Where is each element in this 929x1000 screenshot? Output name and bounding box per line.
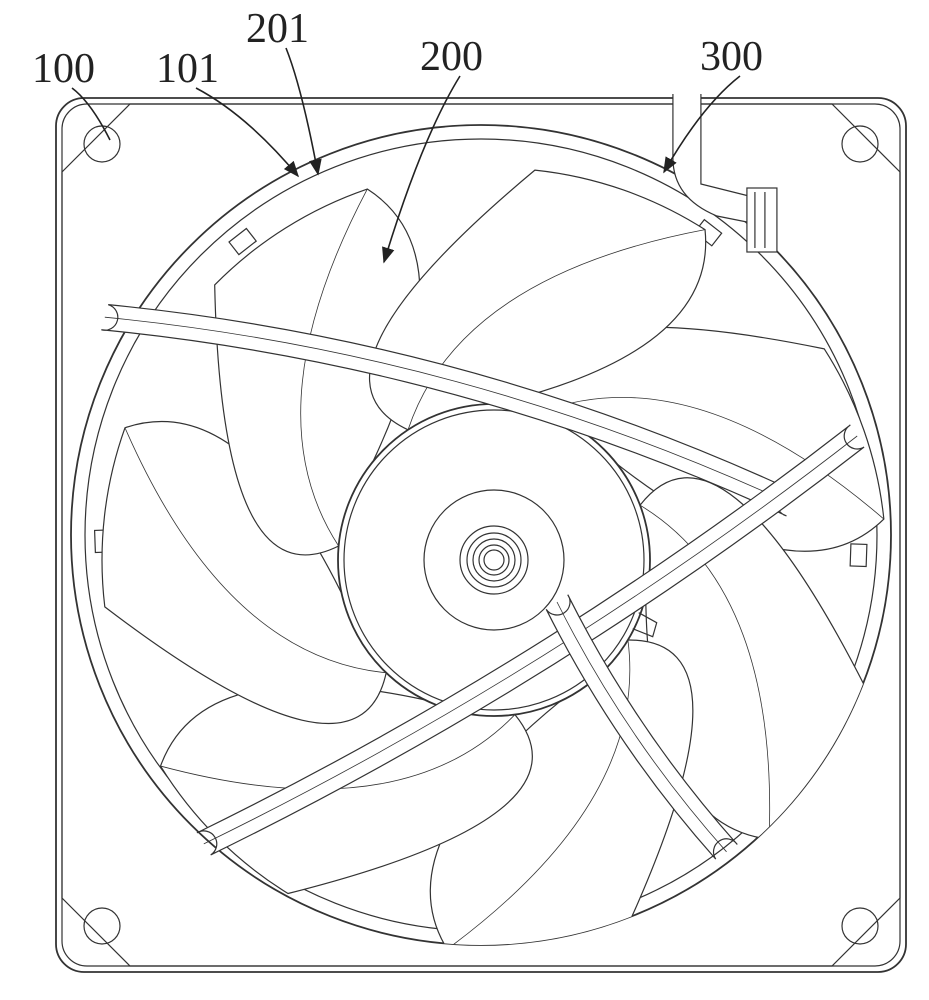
fan-technical-drawing: 100 101 201 200 300 <box>0 0 929 1000</box>
leader-line <box>72 88 110 140</box>
leader-line <box>196 88 298 176</box>
callout-300: 300 <box>700 34 763 80</box>
callout-101: 101 <box>156 46 219 92</box>
callout-100: 100 <box>32 46 95 92</box>
callout-200: 200 <box>420 34 483 80</box>
leader-line <box>286 48 318 174</box>
callout-201: 201 <box>246 6 309 52</box>
